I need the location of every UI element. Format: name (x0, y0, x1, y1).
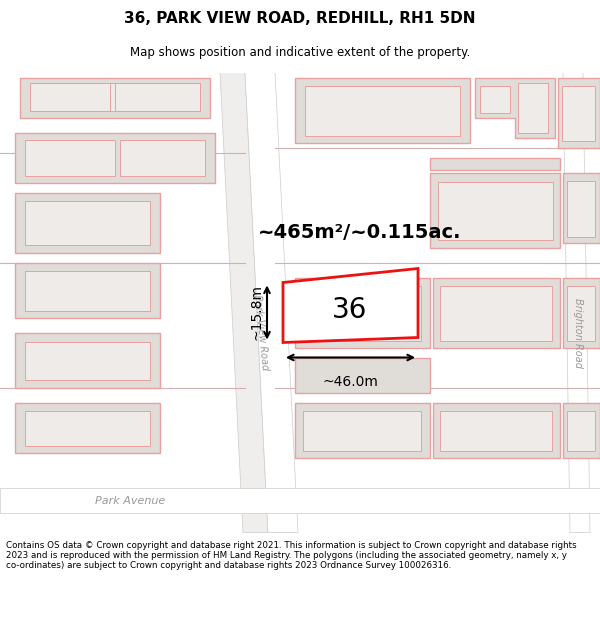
Text: Park View Road: Park View Road (252, 294, 270, 371)
Bar (120, 139, 205, 176)
Text: ~465m²/~0.115ac.: ~465m²/~0.115ac. (258, 223, 462, 242)
Polygon shape (563, 72, 590, 532)
Text: Contains OS data © Crown copyright and database right 2021. This information is : Contains OS data © Crown copyright and d… (6, 541, 577, 571)
Bar (440, 286, 552, 341)
Polygon shape (295, 402, 430, 458)
Polygon shape (295, 357, 430, 392)
Polygon shape (0, 488, 600, 512)
Bar (303, 286, 421, 341)
Polygon shape (283, 269, 418, 342)
Polygon shape (15, 332, 160, 388)
Polygon shape (475, 78, 555, 138)
Polygon shape (433, 278, 560, 348)
Bar (25, 271, 150, 311)
Polygon shape (430, 173, 560, 248)
Text: ~15.8m: ~15.8m (250, 284, 264, 341)
Polygon shape (558, 78, 600, 148)
Bar (567, 286, 595, 341)
Bar (567, 411, 595, 451)
Bar (25, 341, 150, 379)
Polygon shape (430, 158, 560, 169)
Bar (30, 82, 110, 111)
Polygon shape (563, 402, 600, 458)
Polygon shape (20, 78, 210, 118)
Bar (438, 181, 553, 239)
Text: Map shows position and indicative extent of the property.: Map shows position and indicative extent… (130, 46, 470, 59)
Text: 36: 36 (332, 296, 368, 324)
Bar (567, 181, 595, 236)
Polygon shape (563, 173, 600, 242)
Bar (562, 86, 595, 141)
Polygon shape (15, 262, 160, 318)
Polygon shape (563, 278, 600, 348)
Bar (25, 139, 115, 176)
Bar (480, 86, 510, 112)
Text: Brighton Road: Brighton Road (573, 298, 583, 368)
Bar (303, 411, 421, 451)
Text: 36, PARK VIEW ROAD, REDHILL, RH1 5DN: 36, PARK VIEW ROAD, REDHILL, RH1 5DN (124, 11, 476, 26)
Bar (115, 82, 200, 111)
Polygon shape (295, 78, 470, 142)
Polygon shape (30, 82, 200, 111)
Bar (518, 82, 548, 132)
Bar (305, 86, 460, 136)
Polygon shape (15, 192, 160, 253)
Polygon shape (15, 132, 215, 182)
Bar (25, 201, 150, 244)
Polygon shape (245, 72, 298, 532)
Polygon shape (433, 402, 560, 458)
Polygon shape (220, 72, 268, 532)
Text: ~46.0m: ~46.0m (323, 376, 379, 389)
Polygon shape (15, 402, 160, 452)
Bar (440, 411, 552, 451)
Bar (25, 411, 150, 446)
Text: Park Avenue: Park Avenue (95, 496, 165, 506)
Polygon shape (295, 278, 430, 348)
